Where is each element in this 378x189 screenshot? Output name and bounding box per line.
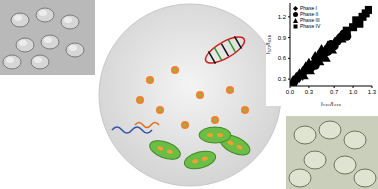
html-text:Phase III: Phase III bbox=[300, 17, 320, 23]
svg-text:0.3: 0.3 bbox=[278, 76, 287, 82]
svg-text:0.9: 0.9 bbox=[278, 35, 287, 41]
svg-text:0.0: 0.0 bbox=[286, 89, 295, 95]
svg-text:I₅₇₇/I₄₃₈: I₅₇₇/I₄₃₈ bbox=[266, 35, 271, 54]
html-text:Phase II: Phase II bbox=[300, 11, 319, 17]
svg-text:0.6: 0.6 bbox=[278, 55, 287, 61]
svg-text:1.0: 1.0 bbox=[349, 89, 358, 95]
svg-text:0.3: 0.3 bbox=[305, 89, 314, 95]
svg-text:1.2: 1.2 bbox=[278, 14, 287, 20]
svg-text:I₅₈₀/I₄₃₈: I₅₈₀/I₄₃₈ bbox=[321, 101, 341, 106]
svg-text:1.3: 1.3 bbox=[368, 89, 370, 95]
svg-text:0.7: 0.7 bbox=[330, 89, 339, 95]
html-text:Phase I: Phase I bbox=[300, 5, 317, 11]
html-text:Phase IV: Phase IV bbox=[300, 23, 321, 29]
